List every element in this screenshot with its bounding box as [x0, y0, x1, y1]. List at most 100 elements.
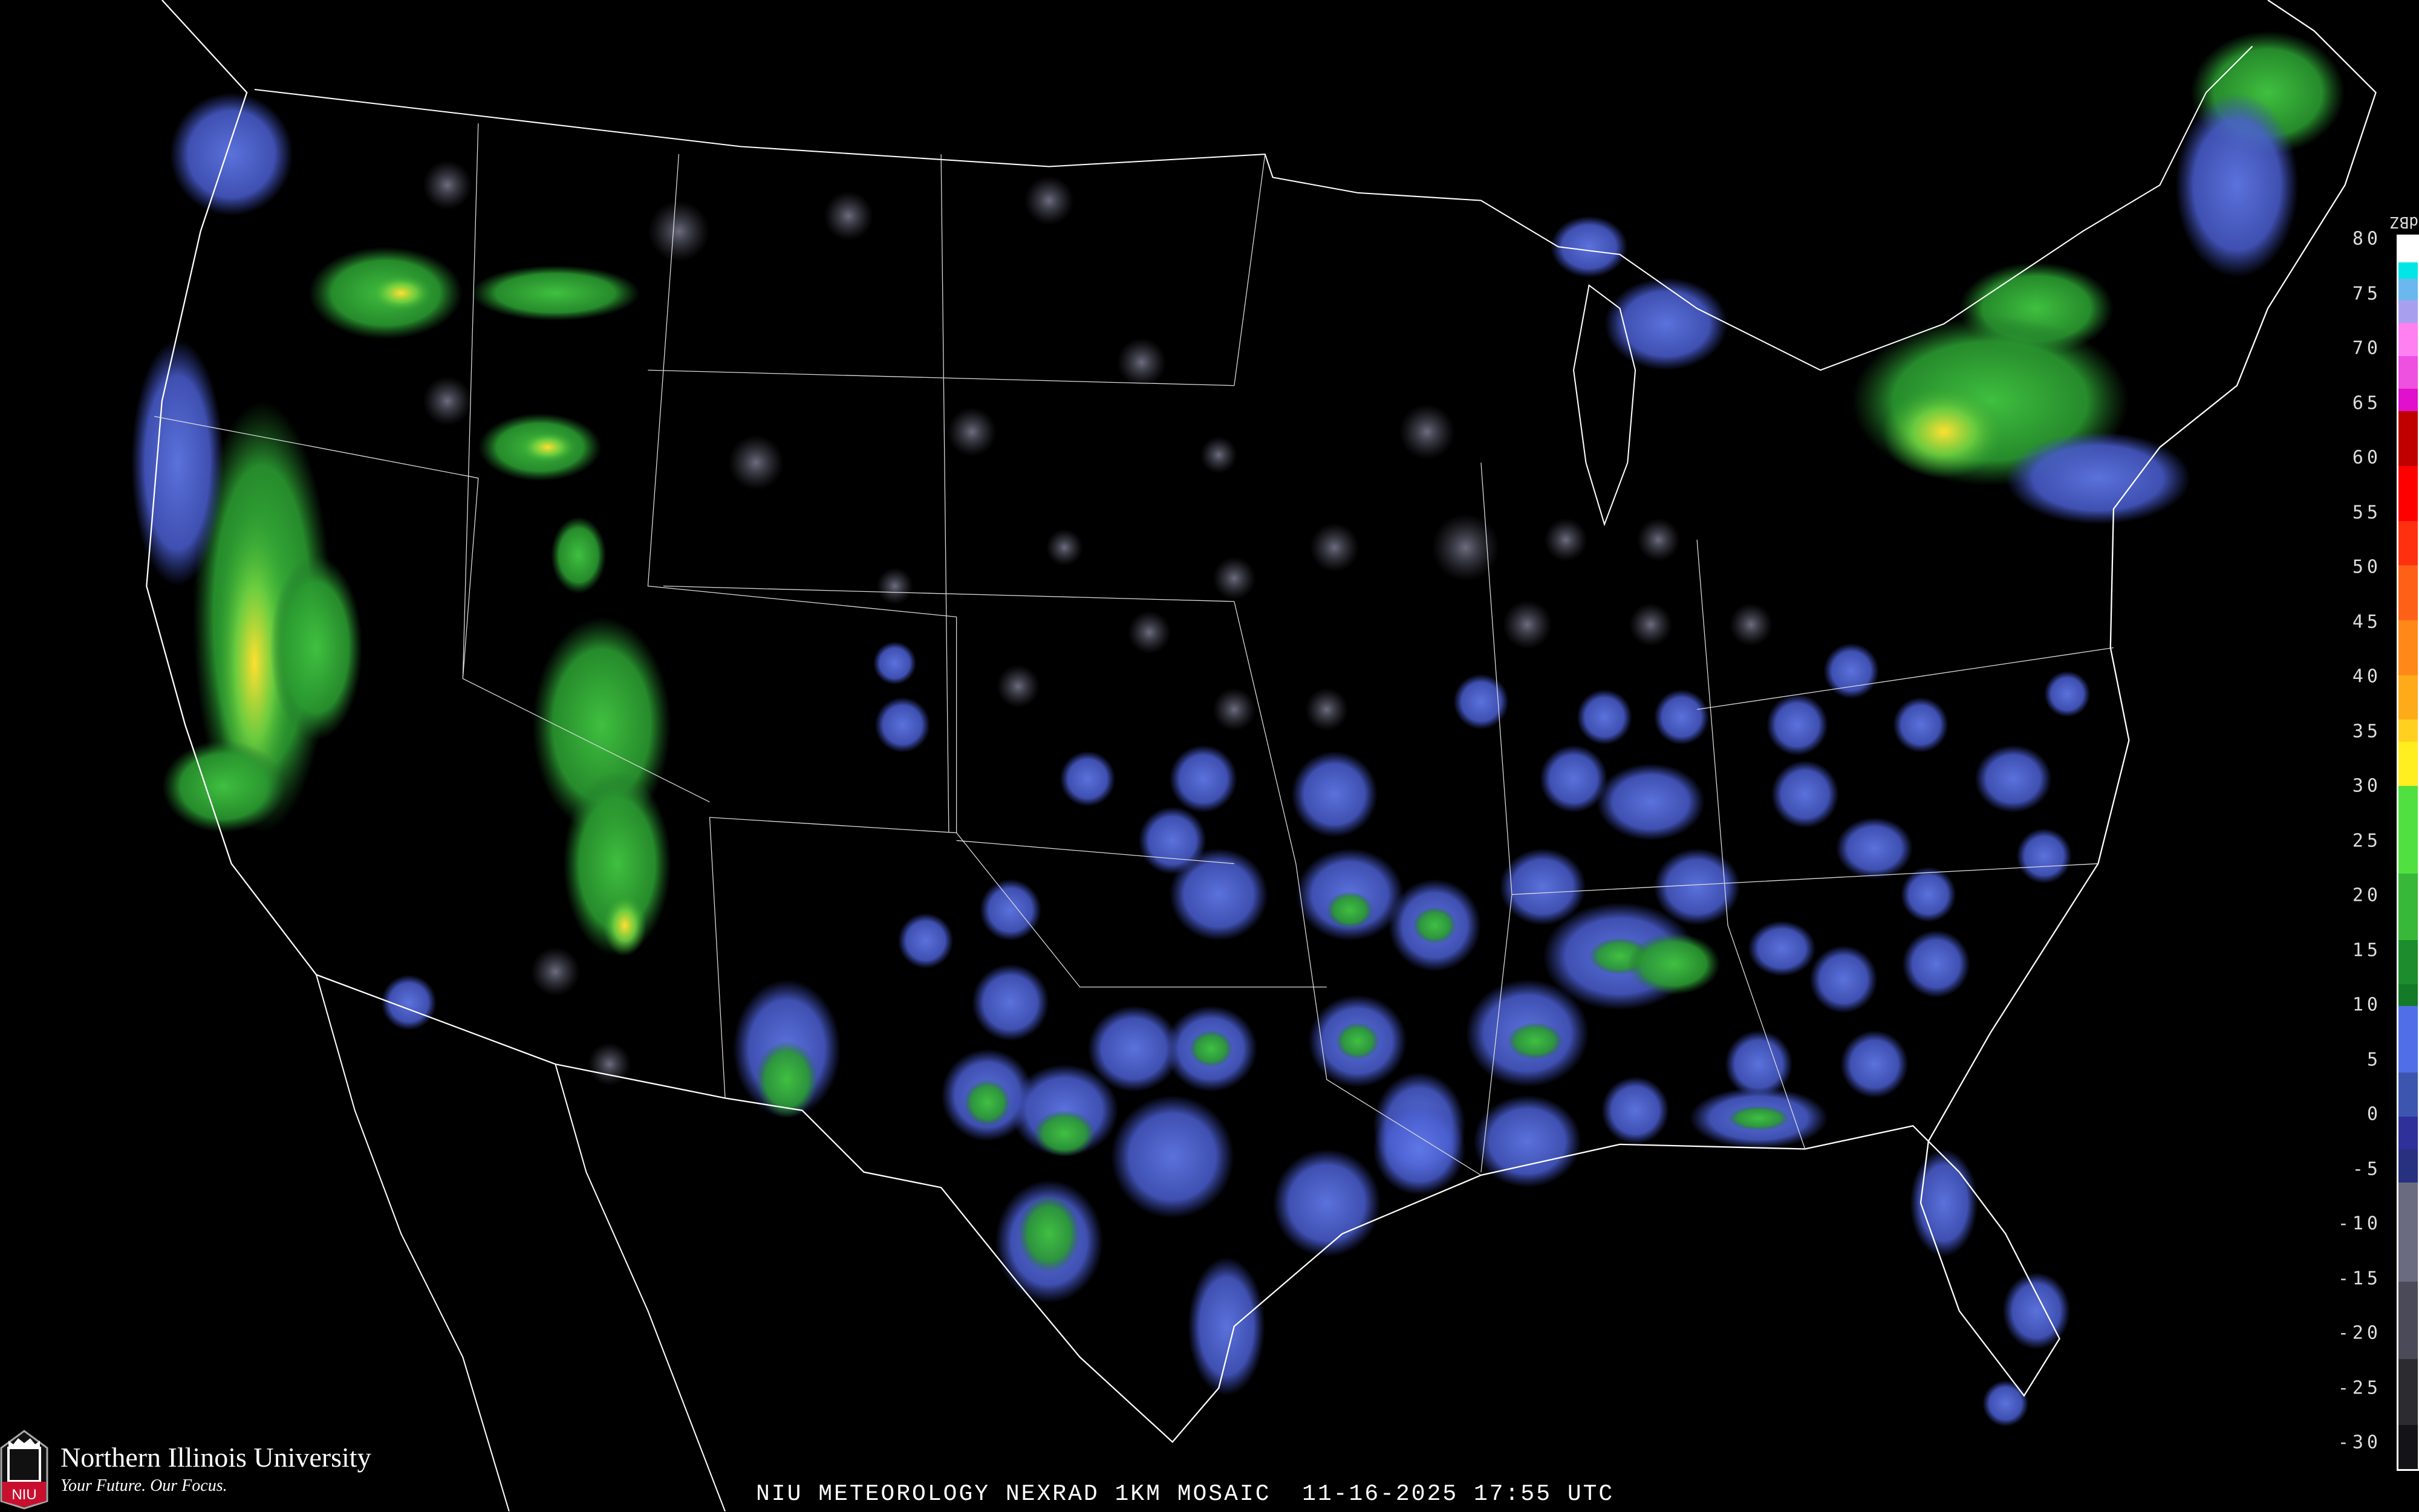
radar-echo — [603, 894, 646, 956]
legend-tick-label: 0 — [2366, 1103, 2382, 1125]
legend-tick-label: 80 — [2352, 228, 2382, 250]
canada-border — [254, 45, 2253, 371]
color-swatch — [2398, 1072, 2418, 1117]
color-swatch — [2398, 235, 2418, 262]
radar-echo — [1309, 522, 1359, 573]
radar-echo — [648, 200, 710, 262]
radar-echo — [1213, 556, 1256, 600]
color-swatch — [2398, 1006, 2418, 1072]
radar-echo — [1127, 611, 1171, 654]
radar-echo — [728, 435, 784, 491]
radar-echo — [1473, 1095, 1581, 1188]
color-swatch — [2398, 300, 2418, 323]
radar-echo — [2175, 92, 2299, 278]
radar-echo — [1024, 175, 1074, 226]
radar-echo — [1399, 404, 1455, 460]
radar-echo — [1653, 689, 1710, 745]
legend-tick-label: 70 — [2352, 337, 2382, 359]
radar-echo — [1766, 693, 1828, 756]
radar-echo — [947, 407, 997, 457]
legend-tick-label: -15 — [2337, 1268, 2382, 1289]
color-scale-bar — [2397, 235, 2419, 1471]
radar-echo — [1502, 600, 1552, 649]
radar-echo — [1018, 1195, 1080, 1273]
radar-echo — [1882, 385, 2006, 478]
radar-echo — [2002, 1272, 2071, 1350]
caption-time: 17:55 UTC — [1474, 1481, 1615, 1507]
color-swatch — [2398, 620, 2418, 676]
color-swatch — [2398, 262, 2418, 279]
radar-echo — [1087, 1005, 1180, 1092]
radar-echo — [1809, 945, 1878, 1014]
radar-echo — [1188, 1257, 1265, 1396]
radar-echo — [1601, 1076, 1670, 1144]
radar-echo — [876, 567, 914, 605]
radar-echo — [1748, 920, 1816, 976]
legend-tick-label: 45 — [2352, 611, 2382, 632]
radar-echo — [563, 771, 671, 956]
legend-tick-label: 10 — [2352, 994, 2382, 1016]
color-swatch — [2398, 278, 2418, 301]
radar-echo — [1326, 891, 1373, 929]
radar-echo — [964, 1079, 1011, 1126]
color-swatch — [2398, 939, 2418, 984]
radar-echo — [1627, 933, 1721, 995]
radar-echo — [1413, 907, 1457, 944]
radar-echo — [979, 879, 1041, 941]
radar-echo — [1840, 1030, 1909, 1098]
color-swatch — [2398, 565, 2418, 621]
caption-date: 11-16-2025 — [1302, 1481, 1459, 1507]
radar-echo — [422, 376, 472, 426]
color-swatch — [2398, 1182, 2418, 1282]
color-swatch — [2398, 675, 2418, 720]
legend-tick-label: 25 — [2352, 830, 2382, 851]
radar-echo — [1550, 216, 1628, 278]
radar-echo — [1835, 817, 1913, 880]
radar-echo — [1213, 687, 1256, 732]
legend-tick-label: -20 — [2337, 1322, 2382, 1344]
radar-echo — [270, 555, 363, 741]
color-swatch — [2398, 785, 2418, 874]
caption-title: NIU METEOROLOGY NEXRAD 1KM MOSAIC — [756, 1481, 1271, 1507]
radar-echo — [161, 740, 285, 833]
radar-echo — [1893, 697, 1949, 753]
legend-tick-label: 60 — [2352, 447, 2382, 469]
radar-echo — [530, 947, 581, 996]
radar-echo — [756, 1040, 818, 1118]
color-swatch — [2398, 1358, 2418, 1426]
radar-echo — [897, 913, 954, 969]
radar-echo — [1200, 436, 1237, 474]
radar-echo — [873, 641, 917, 685]
radar-echo — [1110, 1095, 1234, 1219]
radar-echo — [370, 274, 432, 312]
color-swatch — [2398, 521, 2418, 565]
niu-logo: NIU — [0, 1430, 48, 1510]
radar-echo — [1373, 1102, 1466, 1196]
radar-echo — [1629, 603, 1673, 646]
radar-echo — [1636, 518, 1681, 562]
legend-tick-label: 20 — [2352, 884, 2382, 906]
radar-echo — [1291, 751, 1378, 838]
radar-echo — [587, 1042, 631, 1086]
radar-echo — [2016, 828, 2072, 884]
color-swatch — [2398, 1425, 2418, 1469]
radar-echo — [519, 432, 576, 463]
radar-echo — [1771, 760, 1839, 828]
legend-tick-label: 5 — [2366, 1049, 2382, 1070]
legend-tick-label: -10 — [2337, 1213, 2382, 1235]
radar-echo — [1034, 1110, 1096, 1157]
radar-echo — [169, 92, 293, 216]
radar-echo — [874, 697, 931, 753]
radar-echo — [1189, 1030, 1233, 1068]
radar-echo — [1507, 1022, 1563, 1060]
radar-echo — [1597, 763, 1705, 841]
legend-tick-label: 30 — [2352, 775, 2382, 797]
color-swatch — [2398, 1282, 2418, 1359]
radar-echo — [1453, 673, 1509, 730]
color-swatch — [2398, 322, 2418, 356]
radar-echo — [1116, 337, 1167, 388]
radar-echo — [1544, 518, 1587, 562]
university-name: Northern Illinois University — [60, 1442, 371, 1473]
color-swatch — [2398, 355, 2418, 389]
